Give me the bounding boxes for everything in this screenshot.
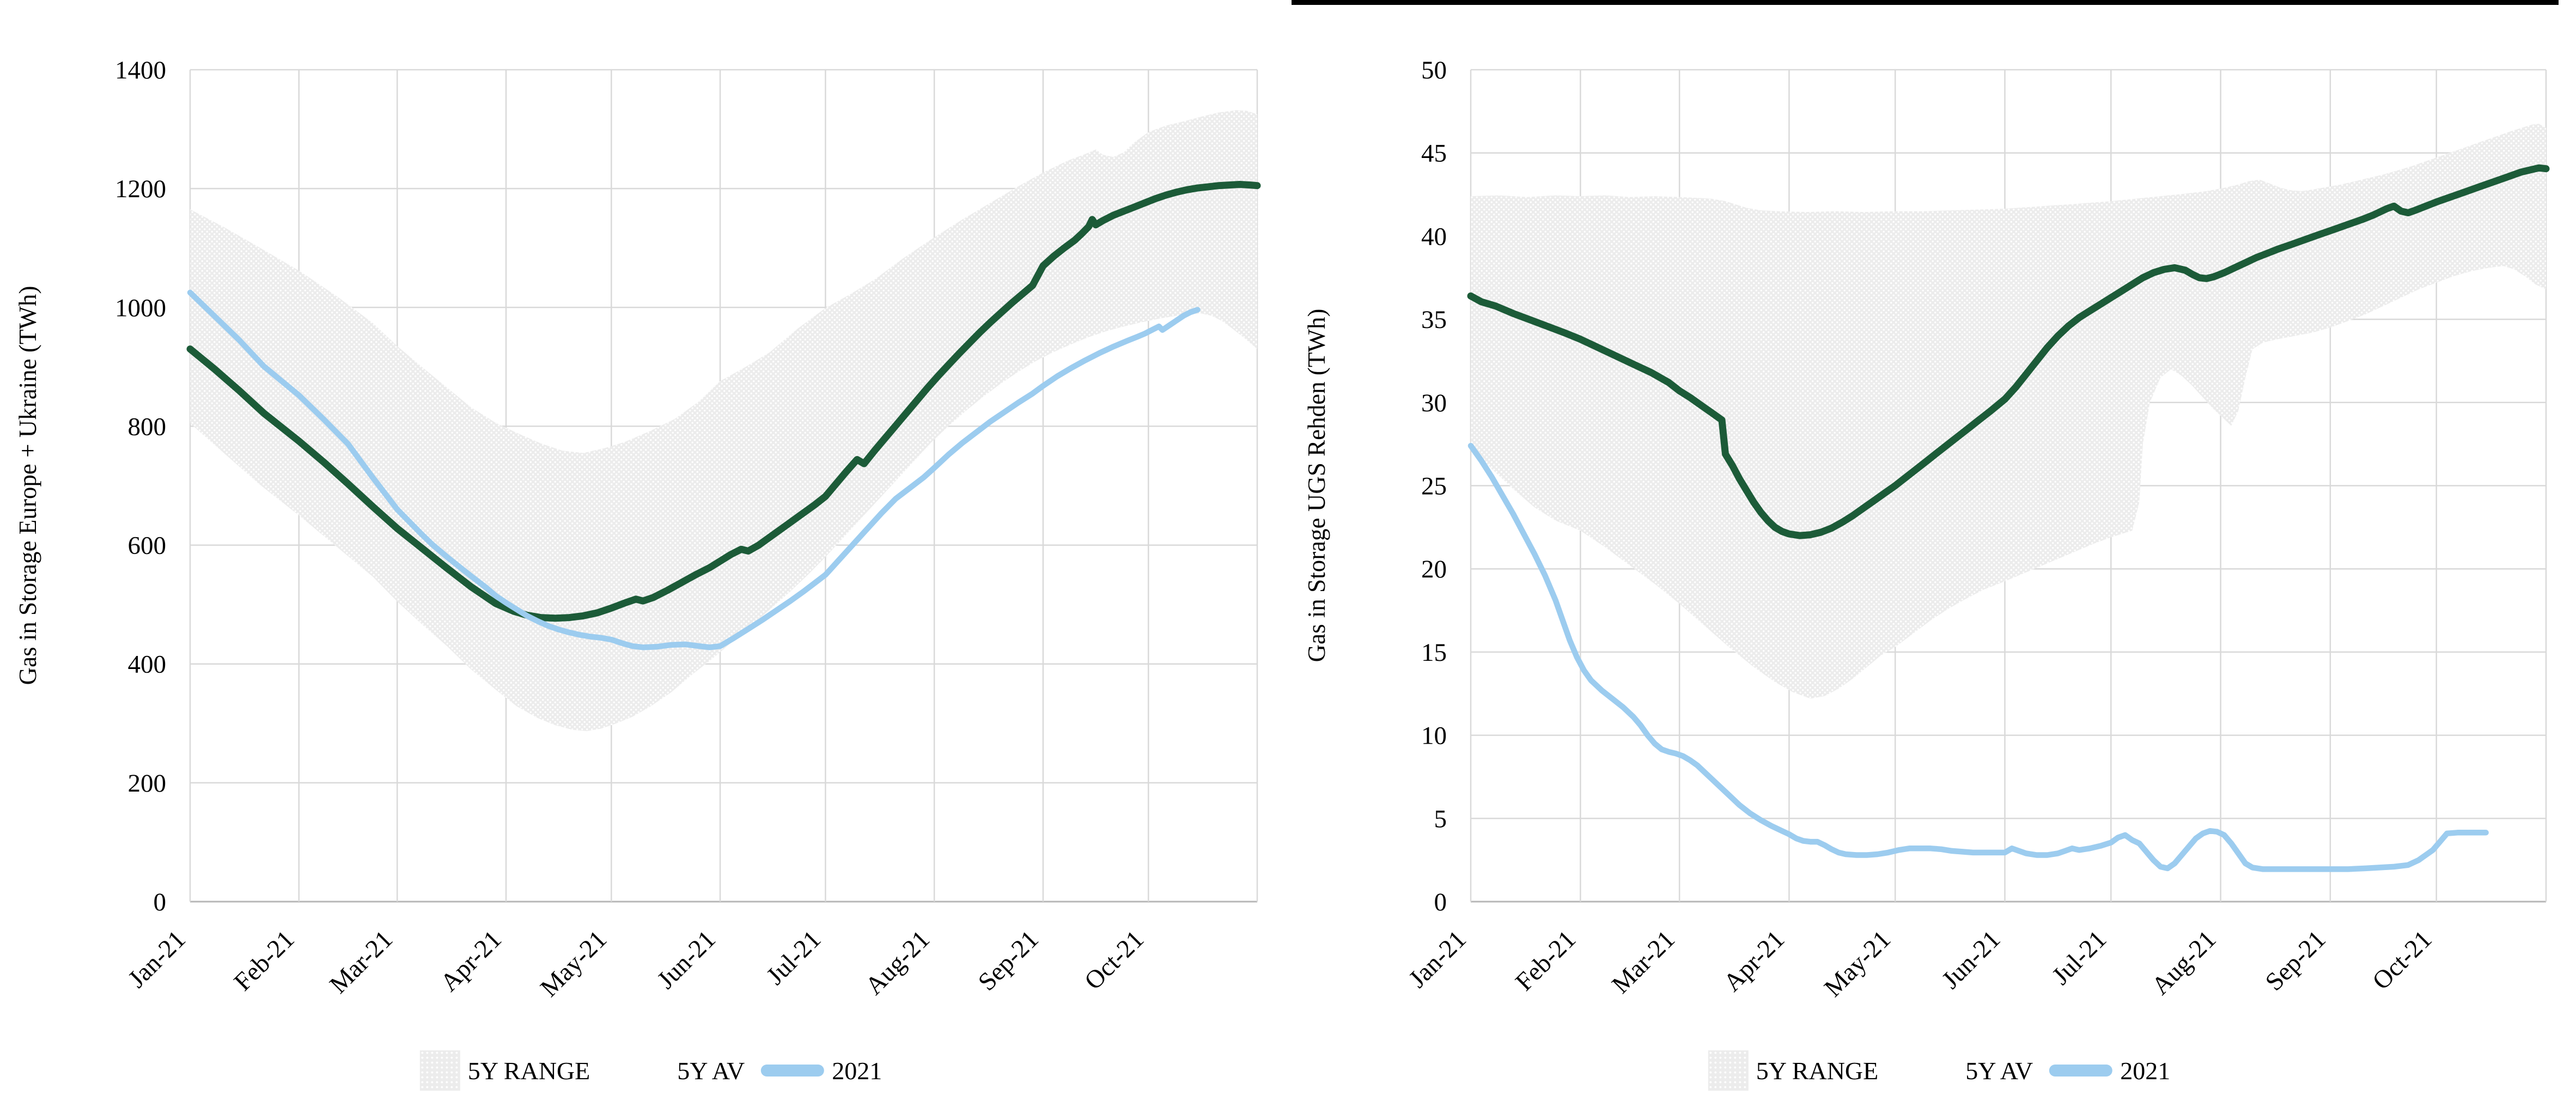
- legend-item-5y-range: 5Y RANGE: [1708, 1050, 1878, 1091]
- left-chart-y-axis-title: Gas in Storage Europe + Ukraine (TWh): [14, 286, 41, 685]
- 5y-av-line-swatch-icon: [1895, 1065, 1958, 1077]
- x-tick-label: Jun-21: [652, 925, 721, 994]
- x-tick-label: Aug-21: [2146, 925, 2221, 1000]
- y-tick-label: 600: [128, 532, 167, 560]
- left-chart-legend: 5Y RANGE 5Y AV 2021: [419, 1050, 882, 1091]
- right-chart: 0 5 10 15 20 25 30 35 40 45 50 Jan-21 Feb-21 Mar-21 A…: [1303, 56, 2550, 1002]
- y-tick-label: 0: [1434, 888, 1447, 916]
- y-tick-label: 800: [128, 412, 167, 441]
- top-black-bar: [1292, 0, 2559, 5]
- x-tick-label: Jan-21: [1403, 925, 1471, 993]
- x-tick-label: Mar-21: [324, 925, 398, 999]
- x-tick-label: Apr-21: [435, 925, 507, 997]
- legend-label: 2021: [2120, 1056, 2171, 1085]
- y-tick-label: 0: [154, 888, 167, 916]
- x-tick-label: Jun-21: [1936, 925, 2006, 994]
- right-chart-y-axis-labels: 0 5 10 15 20 25 30 35 40 45 50: [1421, 56, 1447, 916]
- x-tick-label: Oct-21: [2367, 925, 2437, 995]
- x-tick-label: Feb-21: [229, 925, 300, 996]
- left-chart: 0 200 400 600 800 1000 1200 1400 Jan-21 Feb-21 Ma…: [14, 56, 1261, 1002]
- 5y-av-line-swatch-icon: [606, 1065, 669, 1077]
- y-tick-label: 1000: [115, 294, 166, 322]
- y-tick-label: 30: [1421, 389, 1447, 417]
- legend-label: 5Y RANGE: [1756, 1056, 1879, 1085]
- left-chart-5y-range-band: [190, 110, 1257, 732]
- y-tick-label: 35: [1421, 306, 1447, 334]
- 2021-line-swatch-icon: [761, 1065, 825, 1077]
- y-tick-label: 5: [1434, 805, 1447, 833]
- x-tick-label: Sep-21: [2260, 925, 2331, 996]
- right-chart-legend: 5Y RANGE 5Y AV 2021: [1708, 1050, 2170, 1091]
- legend-item-5y-av: 5Y AV: [606, 1056, 745, 1085]
- legend-item-5y-av: 5Y AV: [1895, 1056, 2033, 1085]
- y-tick-label: 1200: [115, 175, 166, 203]
- x-tick-label: Jul-21: [2047, 925, 2112, 990]
- legend-label: 2021: [832, 1056, 882, 1085]
- y-tick-label: 25: [1421, 472, 1447, 501]
- legend-item-5y-range: 5Y RANGE: [419, 1050, 590, 1091]
- y-tick-label: 50: [1421, 56, 1447, 84]
- legend-label: 5Y AV: [1965, 1056, 2033, 1085]
- y-tick-label: 20: [1421, 555, 1447, 583]
- x-tick-label: Oct-21: [1079, 925, 1149, 995]
- legend-label: 5Y RANGE: [467, 1056, 590, 1085]
- x-tick-label: May-21: [535, 925, 612, 1002]
- x-tick-label: Sep-21: [973, 925, 1044, 996]
- right-chart-5y-range-band: [1471, 124, 2546, 699]
- x-tick-label: May-21: [1819, 925, 1896, 1002]
- x-tick-label: Aug-21: [860, 925, 935, 1000]
- right-chart-5y-av-line: [1467, 164, 2550, 539]
- 2021-line-swatch-icon: [2049, 1065, 2113, 1077]
- right-chart-x-axis-labels: Jan-21 Feb-21 Mar-21 Apr-21 May-21 Jun-21 Jul-…: [1403, 925, 2437, 1002]
- legend-item-2021: 2021: [2049, 1056, 2170, 1085]
- left-chart-2021-line: [187, 289, 1201, 650]
- y-tick-label: 400: [128, 650, 167, 679]
- y-tick-label: 200: [128, 769, 167, 798]
- y-tick-label: 15: [1421, 638, 1447, 667]
- legend-label: 5Y AV: [677, 1056, 745, 1085]
- 5y-range-swatch-icon: [419, 1050, 460, 1091]
- legend-item-2021: 2021: [761, 1056, 882, 1085]
- x-tick-label: Jan-21: [123, 925, 191, 993]
- left-chart-y-axis-labels: 0 200 400 600 800 1000 1200 1400: [115, 56, 166, 916]
- right-chart-y-axis-title: Gas in Storage UGS Rehden (TWh): [1303, 309, 1330, 662]
- x-tick-label: Mar-21: [1606, 925, 1680, 999]
- y-tick-label: 40: [1421, 222, 1447, 251]
- y-tick-label: 45: [1421, 139, 1447, 168]
- y-tick-label: 10: [1421, 722, 1447, 750]
- x-tick-label: Feb-21: [1510, 925, 1581, 996]
- 5y-range-swatch-icon: [1708, 1050, 1749, 1091]
- x-tick-label: Jul-21: [761, 925, 826, 990]
- y-tick-label: 1400: [115, 56, 166, 84]
- left-chart-x-axis-labels: Jan-21 Feb-21 Mar-21 Apr-21 May-21 Jun-21 Jul-…: [123, 925, 1149, 1002]
- right-chart-2021-line: [1467, 442, 2489, 872]
- x-tick-label: Apr-21: [1718, 925, 1790, 997]
